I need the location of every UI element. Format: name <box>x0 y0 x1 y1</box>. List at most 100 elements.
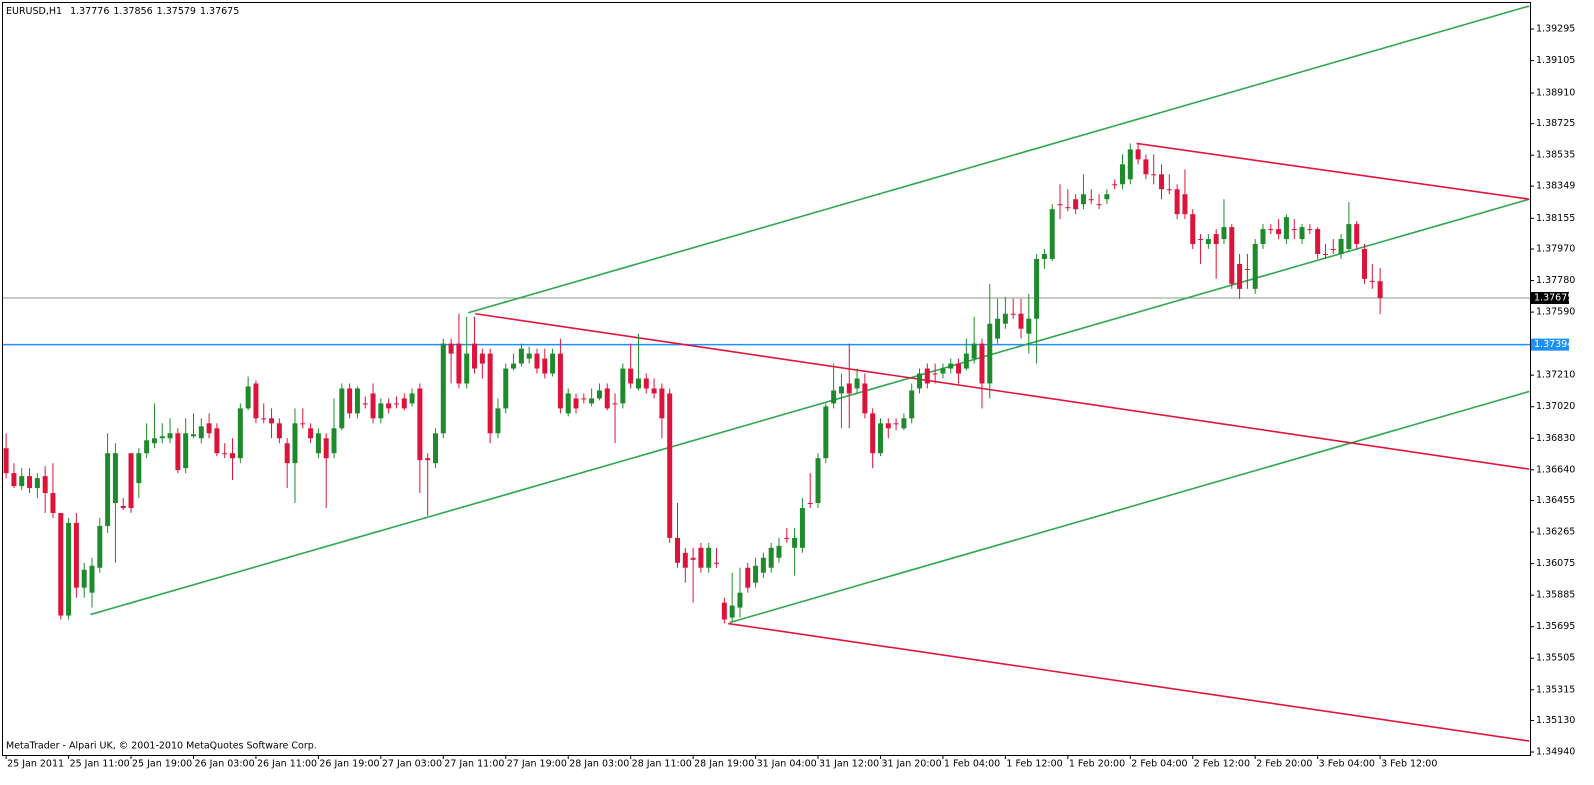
y-tick-label: 1.37780 <box>1536 275 1575 286</box>
x-tick-label: 1 Feb 04:00 <box>944 759 1000 770</box>
candle-body <box>315 433 321 454</box>
header-high: 1.37856 <box>113 6 152 17</box>
candle-body <box>144 440 150 454</box>
candle-body <box>11 473 17 487</box>
candle-body <box>222 453 228 455</box>
candle-body <box>339 388 345 429</box>
candle-body <box>34 478 40 489</box>
candle-body <box>542 358 548 374</box>
header-open: 1.37776 <box>70 6 109 17</box>
y-tick-label: 1.37020 <box>1536 401 1575 412</box>
candle-body <box>596 390 602 399</box>
candle-body <box>175 433 181 471</box>
candle-body <box>1057 204 1063 206</box>
candle-body <box>1010 313 1016 315</box>
candle-body <box>1174 189 1180 215</box>
candle-body <box>971 343 977 359</box>
y-tick-label: 1.38725 <box>1536 118 1575 129</box>
candle-body <box>511 363 517 369</box>
candle-body <box>1307 229 1313 231</box>
candle-body <box>1041 253 1047 259</box>
trend-line <box>468 5 1530 314</box>
candle-body <box>1283 217 1289 240</box>
y-tick-label: 1.38349 <box>1536 181 1575 192</box>
candle-body <box>628 368 634 384</box>
x-tick-label: 2 Feb 12:00 <box>1194 759 1250 770</box>
candle-body <box>27 476 33 489</box>
x-tick-label: 1 Feb 20:00 <box>1069 759 1125 770</box>
candle-body <box>362 403 368 405</box>
candle-body <box>58 512 64 616</box>
candle-body <box>846 383 852 394</box>
candle-body <box>425 458 431 461</box>
candle-body <box>432 433 438 464</box>
candle-body <box>1354 224 1360 245</box>
candle-body <box>261 418 267 420</box>
x-tick-label: 3 Feb 04:00 <box>1319 759 1375 770</box>
candle-body <box>1065 207 1071 209</box>
candle-body <box>1119 164 1125 185</box>
y-tick-label: 1.35505 <box>1536 653 1575 664</box>
candle-body <box>1002 313 1008 324</box>
candle-body <box>1127 149 1133 180</box>
candle-body <box>1369 280 1375 282</box>
candle-body <box>565 393 571 414</box>
trend-line <box>90 198 1530 616</box>
candle-body <box>784 537 790 539</box>
candle-body <box>1237 263 1243 289</box>
x-tick-label: 27 Jan 03:00 <box>382 759 442 770</box>
candle-body <box>151 438 157 444</box>
candle-body <box>1143 159 1149 175</box>
candle-body <box>128 453 134 508</box>
candle-body <box>112 453 118 504</box>
candle-body <box>1198 239 1204 241</box>
y-tick-label: 1.39295 <box>1536 24 1575 35</box>
chart-header: EURUSD,H1 1.37776 1.37856 1.37579 1.37675 <box>6 6 239 17</box>
candle-body <box>753 565 759 583</box>
price-label: 1.37394 <box>1534 339 1573 350</box>
trend-line <box>728 622 1530 742</box>
price-label-box <box>1531 291 1569 304</box>
candle-body <box>1244 268 1250 270</box>
candle-body <box>534 353 540 369</box>
candle-body <box>19 476 25 487</box>
candle-body <box>620 368 626 404</box>
y-tick-label: 1.37210 <box>1536 370 1575 381</box>
candle-body <box>1151 174 1157 176</box>
candle-body <box>97 525 103 568</box>
candle-body <box>768 547 774 568</box>
candle-body <box>105 453 111 526</box>
candle-body <box>612 403 618 405</box>
candle-body <box>66 522 72 616</box>
candle-body <box>838 386 844 394</box>
x-tick-label: 31 Jan 12:00 <box>819 759 879 770</box>
y-tick-label: 1.39105 <box>1536 55 1575 66</box>
y-tick-label: 1.35315 <box>1536 684 1575 695</box>
x-tick-label: 27 Jan 11:00 <box>444 759 504 770</box>
candle-body <box>120 505 126 508</box>
candle-body <box>276 423 282 439</box>
candle-body <box>292 423 298 464</box>
candle-body <box>698 547 704 568</box>
x-tick-label: 27 Jan 19:00 <box>507 759 567 770</box>
candle-body <box>714 562 720 564</box>
candle-body <box>1080 194 1086 205</box>
candle-body <box>245 386 251 409</box>
candle-body <box>472 343 478 369</box>
candle-body <box>550 353 556 374</box>
candle-body <box>987 323 993 384</box>
trend-line <box>729 390 1530 624</box>
candle-body <box>308 428 314 439</box>
candle-body <box>1182 194 1188 215</box>
candle-body <box>1018 313 1024 329</box>
candle-body <box>635 378 641 389</box>
candle-body <box>995 318 1001 339</box>
candle-body <box>807 503 813 505</box>
y-tick-label: 1.38155 <box>1536 213 1575 224</box>
x-tick-label: 26 Jan 19:00 <box>319 759 379 770</box>
candle-body <box>1166 189 1172 191</box>
candle-body <box>690 557 696 560</box>
candle-body <box>300 423 306 425</box>
candle-body <box>792 537 798 548</box>
